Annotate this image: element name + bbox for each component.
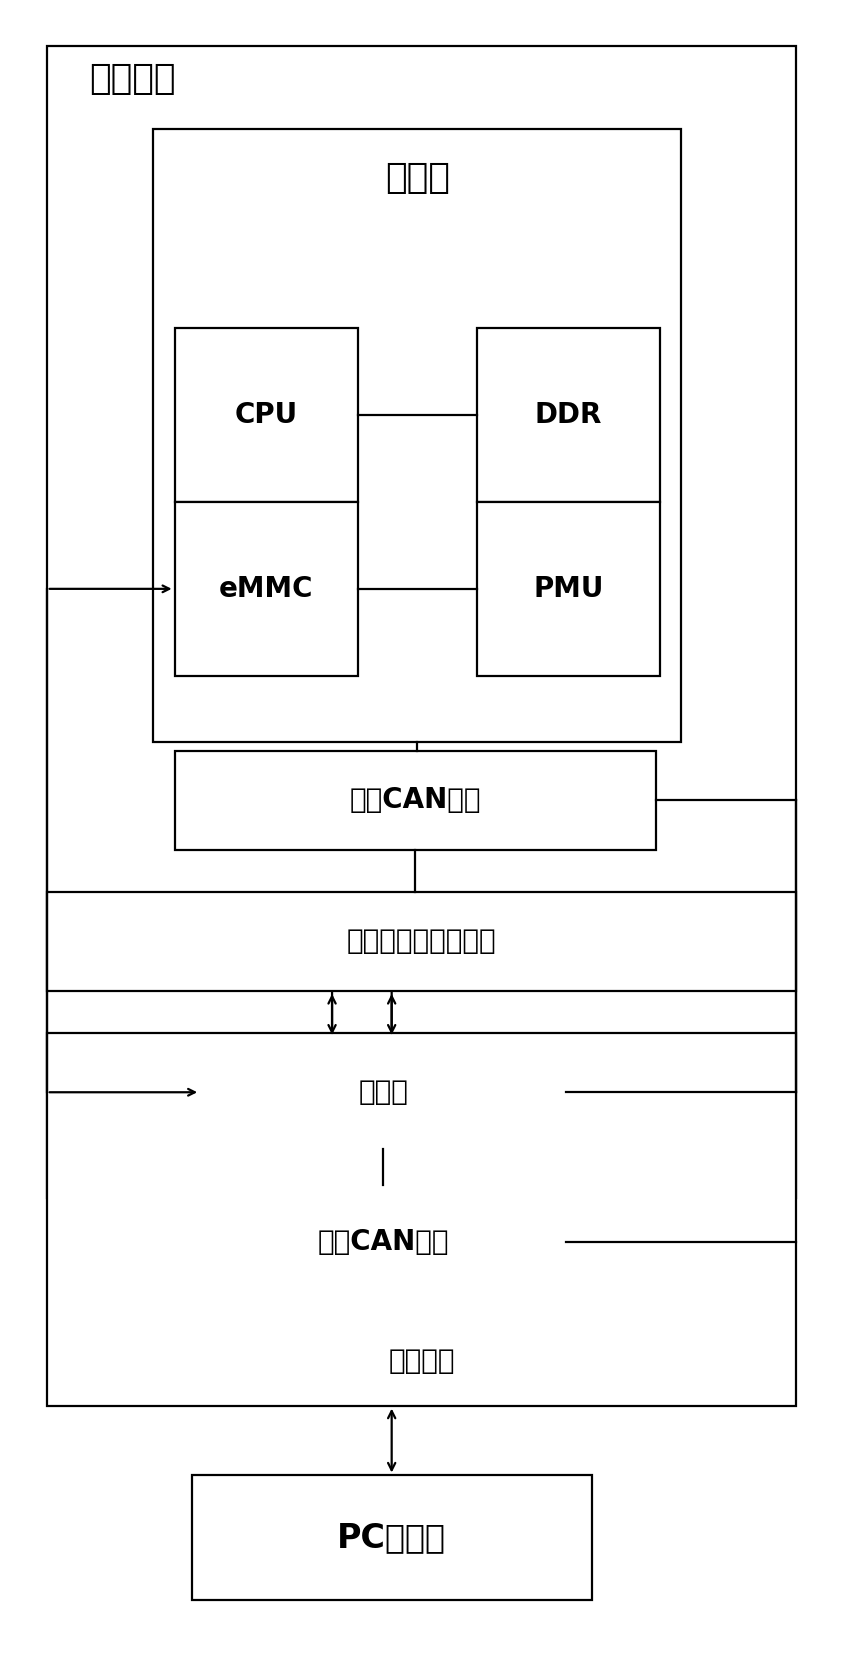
Bar [46,892,796,992]
Bar [476,502,660,675]
Bar [153,128,681,742]
Text: 第二CAN芯片: 第二CAN芯片 [317,1227,449,1255]
Bar [175,328,358,502]
Text: 核心板: 核心板 [384,162,450,195]
Text: 单片机: 单片机 [359,1079,408,1107]
Bar [200,1185,566,1299]
Text: CPU: CPU [235,400,298,428]
Text: eMMC: eMMC [218,575,313,603]
Bar [200,1035,566,1149]
Bar [175,750,655,850]
Text: 检测治具: 检测治具 [388,1347,455,1375]
Bar [46,1032,796,1405]
Text: 仪表警示灯硬线接口: 仪表警示灯硬线接口 [347,927,496,955]
Text: PMU: PMU [533,575,604,603]
Text: PC显示端: PC显示端 [337,1520,446,1554]
Bar [192,1475,592,1600]
Bar [175,502,358,675]
Text: 第一CAN芯片: 第一CAN芯片 [349,787,481,813]
Text: 车载仪表: 车载仪表 [89,62,175,95]
Bar [476,328,660,502]
Text: DDR: DDR [535,400,602,428]
Bar [46,45,796,1199]
